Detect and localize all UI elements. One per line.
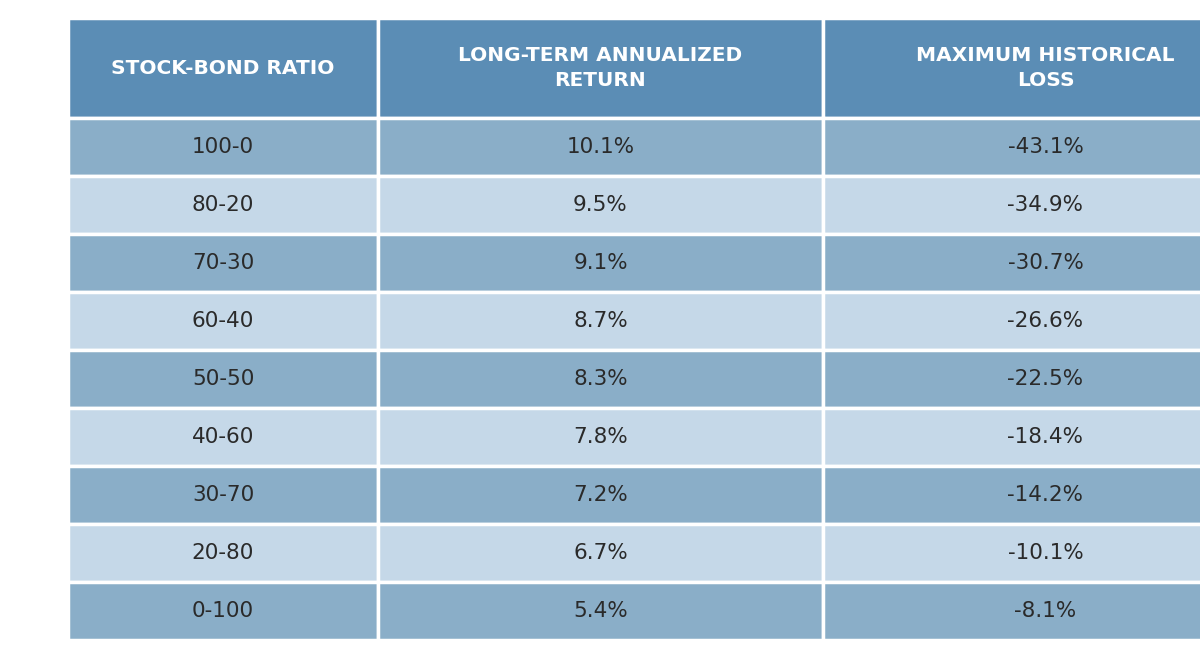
FancyBboxPatch shape: [378, 18, 823, 118]
Text: 50-50: 50-50: [192, 369, 254, 389]
FancyBboxPatch shape: [68, 18, 378, 118]
FancyBboxPatch shape: [378, 292, 823, 350]
Text: -8.1%: -8.1%: [1014, 601, 1076, 621]
FancyBboxPatch shape: [823, 350, 1200, 408]
Text: 40-60: 40-60: [192, 427, 254, 447]
Text: 8.7%: 8.7%: [574, 311, 628, 331]
Text: 80-20: 80-20: [192, 195, 254, 215]
Text: 7.2%: 7.2%: [574, 485, 628, 505]
Text: -30.7%: -30.7%: [1008, 253, 1084, 273]
Text: 9.5%: 9.5%: [574, 195, 628, 215]
FancyBboxPatch shape: [823, 524, 1200, 582]
Text: 6.7%: 6.7%: [574, 543, 628, 563]
Text: -22.5%: -22.5%: [1008, 369, 1084, 389]
FancyBboxPatch shape: [378, 118, 823, 176]
FancyBboxPatch shape: [823, 408, 1200, 466]
FancyBboxPatch shape: [823, 234, 1200, 292]
Text: -10.1%: -10.1%: [1008, 543, 1084, 563]
FancyBboxPatch shape: [823, 466, 1200, 524]
Text: -18.4%: -18.4%: [1008, 427, 1084, 447]
FancyBboxPatch shape: [823, 118, 1200, 176]
Text: -14.2%: -14.2%: [1008, 485, 1084, 505]
Text: 9.1%: 9.1%: [574, 253, 628, 273]
FancyBboxPatch shape: [823, 582, 1200, 640]
FancyBboxPatch shape: [68, 176, 378, 234]
FancyBboxPatch shape: [68, 292, 378, 350]
Text: STOCK-BOND RATIO: STOCK-BOND RATIO: [112, 59, 335, 77]
FancyBboxPatch shape: [68, 118, 378, 176]
FancyBboxPatch shape: [68, 466, 378, 524]
Text: 5.4%: 5.4%: [574, 601, 628, 621]
Text: 70-30: 70-30: [192, 253, 254, 273]
Text: -34.9%: -34.9%: [1008, 195, 1084, 215]
FancyBboxPatch shape: [68, 524, 378, 582]
Text: -26.6%: -26.6%: [1008, 311, 1084, 331]
Text: 30-70: 30-70: [192, 485, 254, 505]
Text: 60-40: 60-40: [192, 311, 254, 331]
FancyBboxPatch shape: [68, 350, 378, 408]
Text: 8.3%: 8.3%: [574, 369, 628, 389]
FancyBboxPatch shape: [823, 18, 1200, 118]
FancyBboxPatch shape: [68, 234, 378, 292]
Text: 7.8%: 7.8%: [574, 427, 628, 447]
FancyBboxPatch shape: [378, 176, 823, 234]
FancyBboxPatch shape: [823, 176, 1200, 234]
FancyBboxPatch shape: [68, 408, 378, 466]
FancyBboxPatch shape: [68, 582, 378, 640]
Text: 20-80: 20-80: [192, 543, 254, 563]
FancyBboxPatch shape: [378, 408, 823, 466]
Text: LONG-TERM ANNUALIZED
RETURN: LONG-TERM ANNUALIZED RETURN: [458, 46, 743, 90]
FancyBboxPatch shape: [378, 234, 823, 292]
Text: 0-100: 0-100: [192, 601, 254, 621]
Text: MAXIMUM HISTORICAL
LOSS: MAXIMUM HISTORICAL LOSS: [917, 46, 1175, 90]
Text: -43.1%: -43.1%: [1008, 137, 1084, 157]
Text: 10.1%: 10.1%: [566, 137, 635, 157]
FancyBboxPatch shape: [378, 524, 823, 582]
FancyBboxPatch shape: [378, 582, 823, 640]
Text: 100-0: 100-0: [192, 137, 254, 157]
FancyBboxPatch shape: [378, 350, 823, 408]
FancyBboxPatch shape: [378, 466, 823, 524]
FancyBboxPatch shape: [823, 292, 1200, 350]
